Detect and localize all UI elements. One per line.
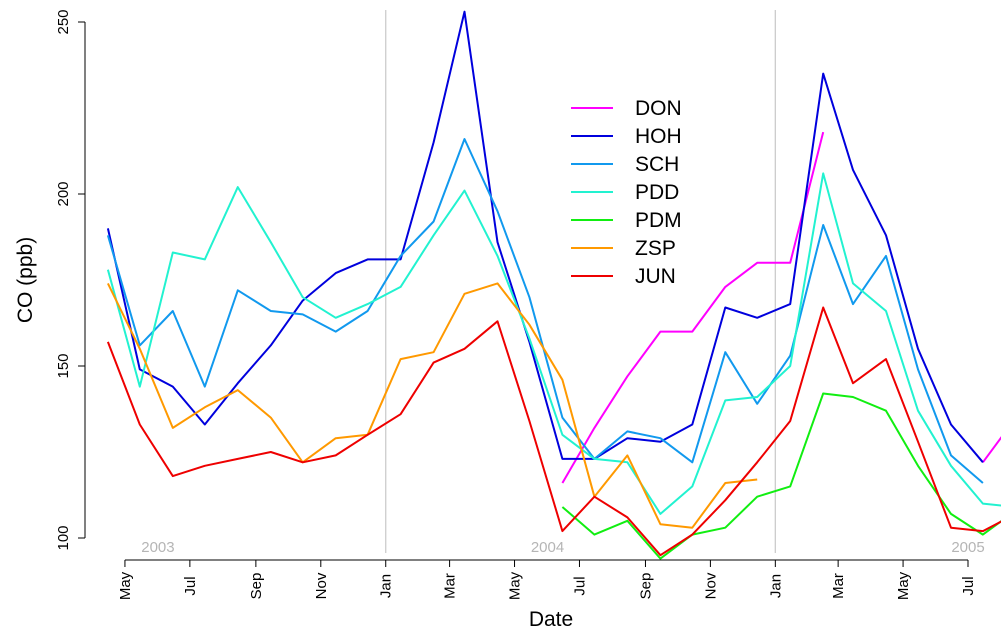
x-axis-title: Date: [529, 608, 573, 631]
x-tick-label: Nov: [702, 572, 719, 599]
series-line-hoh: [106, 10, 984, 463]
x-tick-label: Jan: [767, 574, 784, 598]
x-tick-label: Mar: [830, 573, 847, 599]
y-axis: 100 150 200 250: [55, 9, 86, 551]
x-tick-label: Jan: [378, 574, 395, 598]
year-divider-lines: [385, 10, 776, 553]
series-line-sch: [106, 138, 984, 484]
legend-label-jun: JUN: [635, 265, 676, 288]
legend-label-zsp: ZSP: [635, 237, 676, 260]
x-tick-label: May: [895, 571, 912, 600]
x-tick-label: May: [117, 571, 134, 600]
x-tick-label: Jul: [182, 576, 199, 595]
legend-label-sch: SCH: [635, 153, 679, 176]
y-tick-label: 100: [55, 525, 72, 550]
x-tick-label: Nov: [313, 572, 330, 599]
y-tick-label: 150: [55, 353, 72, 378]
y-tick-label: 250: [55, 9, 72, 34]
legend-label-hoh: HOH: [635, 125, 682, 148]
x-tick-label: Jul: [571, 576, 588, 595]
series-lines: [106, 10, 1001, 560]
x-axis: May Jul Sep Nov Jan Mar May Jul Sep Nov Jan Mar May J…: [117, 559, 977, 600]
series-line-pdd: [106, 172, 1001, 515]
series-line-don: [561, 131, 1001, 484]
legend: DON HOH SCH PDD PDM ZSP JUN: [571, 97, 682, 288]
year-labels: 2003 2004 2005: [141, 539, 984, 556]
legend-label-don: DON: [635, 97, 682, 120]
x-tick-label: Jul: [960, 576, 977, 595]
x-tick-label: Sep: [637, 573, 654, 600]
year-label: 2005: [951, 539, 984, 556]
year-label: 2004: [531, 539, 564, 556]
year-label: 2003: [141, 539, 174, 556]
x-tick-label: Sep: [248, 573, 265, 600]
series-line-jun: [106, 306, 1001, 557]
x-tick-label: May: [507, 571, 524, 600]
x-tick-label: Mar: [442, 573, 459, 599]
y-axis-title: CO (ppb): [14, 237, 37, 323]
legend-label-pdm: PDM: [635, 209, 682, 232]
series-line-pdm: [561, 392, 1001, 560]
series-line-zsp: [107, 282, 758, 529]
y-tick-label: 200: [55, 181, 72, 206]
legend-label-pdd: PDD: [635, 181, 679, 204]
